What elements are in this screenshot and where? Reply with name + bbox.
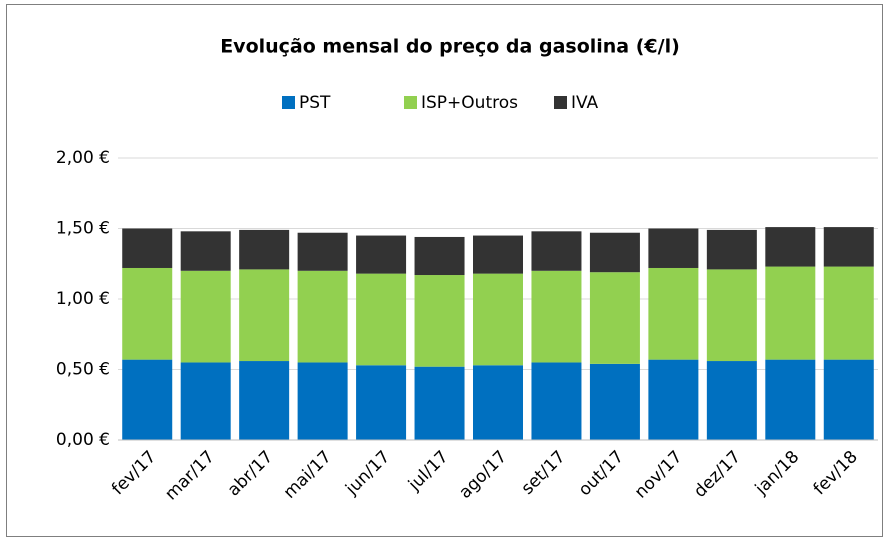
bar-segment [706, 361, 757, 440]
bar-segment [297, 362, 348, 440]
bar-segment [648, 228, 699, 268]
y-tick-label: 1,50 € [56, 219, 110, 239]
bar-segment [414, 366, 465, 440]
legend-label: ISP+Outros [421, 93, 518, 113]
bar-segment [414, 275, 465, 367]
bar-segment [356, 365, 407, 440]
bar-segment [823, 359, 874, 440]
y-tick-label: 0,00 € [56, 430, 110, 450]
legend-label: PST [299, 93, 331, 113]
bar-segment [122, 228, 173, 268]
bar-segment [297, 270, 348, 363]
bar-segment [765, 266, 816, 360]
bar-segment [180, 231, 231, 271]
bar-segment [473, 235, 523, 274]
legend-swatch [282, 96, 295, 109]
legend-swatch [404, 96, 417, 109]
bar-segment [648, 359, 699, 440]
bar-segment [706, 269, 757, 362]
bar-segment [531, 270, 582, 363]
bar-segment [239, 229, 290, 270]
bar-segment [823, 266, 874, 360]
bar-segment [122, 267, 173, 360]
bar-segment [531, 231, 582, 271]
bar-segment [473, 273, 523, 366]
bar-segment [122, 359, 173, 440]
bar-segment [297, 232, 348, 271]
bar-segment [356, 273, 407, 366]
y-tick-label: 0,50 € [56, 360, 110, 380]
bar-segment [239, 361, 290, 440]
bar-segment [180, 270, 231, 363]
bar-segment [589, 363, 640, 440]
bar-segment [765, 359, 816, 440]
bar-segment [531, 362, 582, 440]
y-tick-label: 2,00 € [56, 148, 110, 168]
bar-segment [765, 227, 816, 267]
legend-swatch [554, 96, 567, 109]
bar-segment [589, 232, 640, 273]
bar-segment [239, 269, 290, 362]
bar-segment [180, 362, 231, 440]
bar-segment [706, 229, 757, 270]
y-tick-label: 1,00 € [56, 289, 110, 309]
legend-label: IVA [571, 93, 599, 113]
bar-segment [414, 236, 465, 276]
bar-segment [473, 365, 523, 440]
bar-segment [589, 272, 640, 364]
chart-title: Evolução mensal do preço da gasolina (€/… [220, 36, 680, 58]
bar-segment [648, 267, 699, 360]
bar-segment [356, 235, 407, 274]
bar-segment [823, 227, 874, 267]
